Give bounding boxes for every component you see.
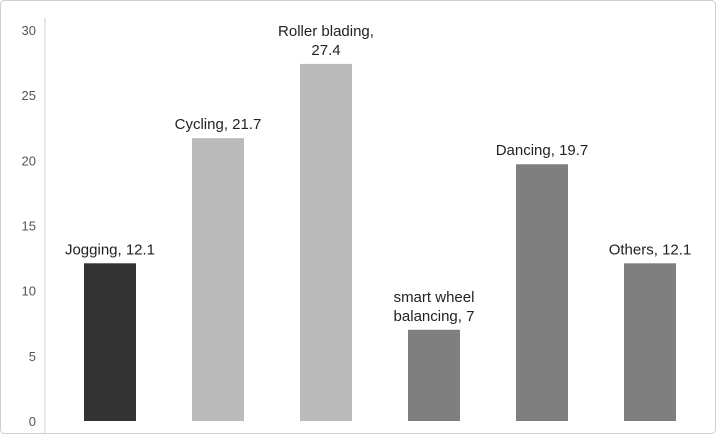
- bar: [516, 164, 568, 421]
- y-tick-label: 5: [29, 349, 36, 364]
- y-tick-label: 30: [22, 23, 36, 38]
- y-tick-label: 10: [22, 284, 36, 299]
- data-label: Dancing, 19.7: [496, 142, 589, 159]
- bar: [300, 63, 352, 422]
- y-tick-label: 25: [22, 88, 36, 103]
- data-label: Cycling, 21.7: [175, 116, 262, 133]
- data-label: smart wheel balancing, 7: [394, 289, 475, 325]
- bar: [624, 263, 676, 421]
- data-label: Jogging, 12.1: [65, 241, 155, 258]
- y-tick-label: 15: [22, 219, 36, 234]
- y-tick-label: 0: [29, 414, 36, 429]
- data-label: Roller blading, 27.4: [278, 23, 374, 59]
- bar: [192, 138, 244, 421]
- y-tick-label: 20: [22, 153, 36, 168]
- data-label: Others, 12.1: [609, 241, 692, 258]
- bar: [84, 263, 136, 421]
- bar: [408, 329, 460, 421]
